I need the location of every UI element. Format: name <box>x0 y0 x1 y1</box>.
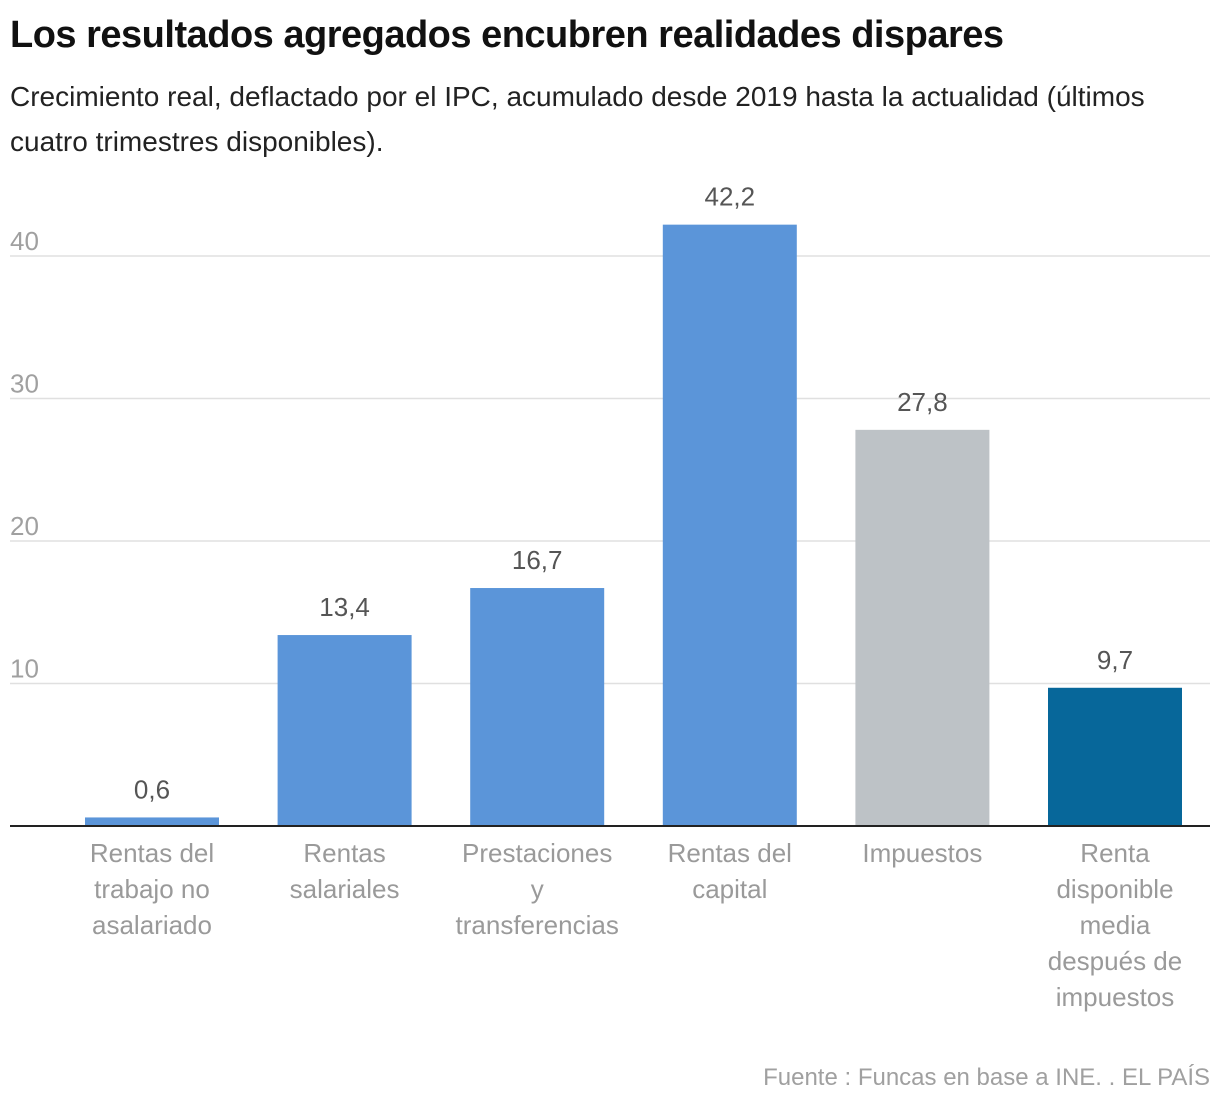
bar-value-label: 27,8 <box>897 387 948 417</box>
y-tick-label: 30 <box>10 369 39 399</box>
bar-value-label: 42,2 <box>704 182 755 212</box>
bar <box>85 817 219 826</box>
chart-subtitle: Crecimiento real, deflactado por el IPC,… <box>10 81 1145 157</box>
category-label: Rentas del trabajo no asalariado <box>90 838 214 940</box>
source-note: Fuente : Funcas en base a INE. . EL PAÍS <box>763 1064 1210 1091</box>
bars <box>85 224 1182 826</box>
category-label: Impuestos <box>862 838 982 868</box>
category-label: Rentas del capital <box>668 838 792 904</box>
category-labels: Rentas del trabajo no asalariado Rentas sala… <box>90 838 1182 1012</box>
category-label: Rentas salariales <box>290 838 400 904</box>
category-label: Prestaciones y transferencias <box>456 838 619 940</box>
bar-value-label: 0,6 <box>134 774 170 804</box>
bar <box>662 224 797 826</box>
category-label: Renta disponible media después de impuestos <box>1048 838 1182 1012</box>
y-tick-label: 10 <box>10 654 39 684</box>
y-tick-label: 40 <box>10 226 39 256</box>
bar <box>470 588 605 826</box>
bar-chart: 10 20 30 40 0,6 13,4 16,7 42,2 27,8 9,7 Rentas d… <box>10 182 1210 1012</box>
chart-title: Los resultados agregados encubren realid… <box>10 14 1004 56</box>
bar-value-label: 9,7 <box>1097 645 1133 675</box>
bar <box>1048 687 1182 826</box>
bar-value-label: 13,4 <box>319 592 370 622</box>
y-tick-label: 20 <box>10 511 39 541</box>
value-labels: 0,6 13,4 16,7 42,2 27,8 9,7 <box>134 182 1133 805</box>
bar-value-label: 16,7 <box>512 545 563 575</box>
bar <box>855 429 990 826</box>
bar <box>277 635 412 826</box>
gridlines: 10 20 30 40 <box>10 226 1210 685</box>
